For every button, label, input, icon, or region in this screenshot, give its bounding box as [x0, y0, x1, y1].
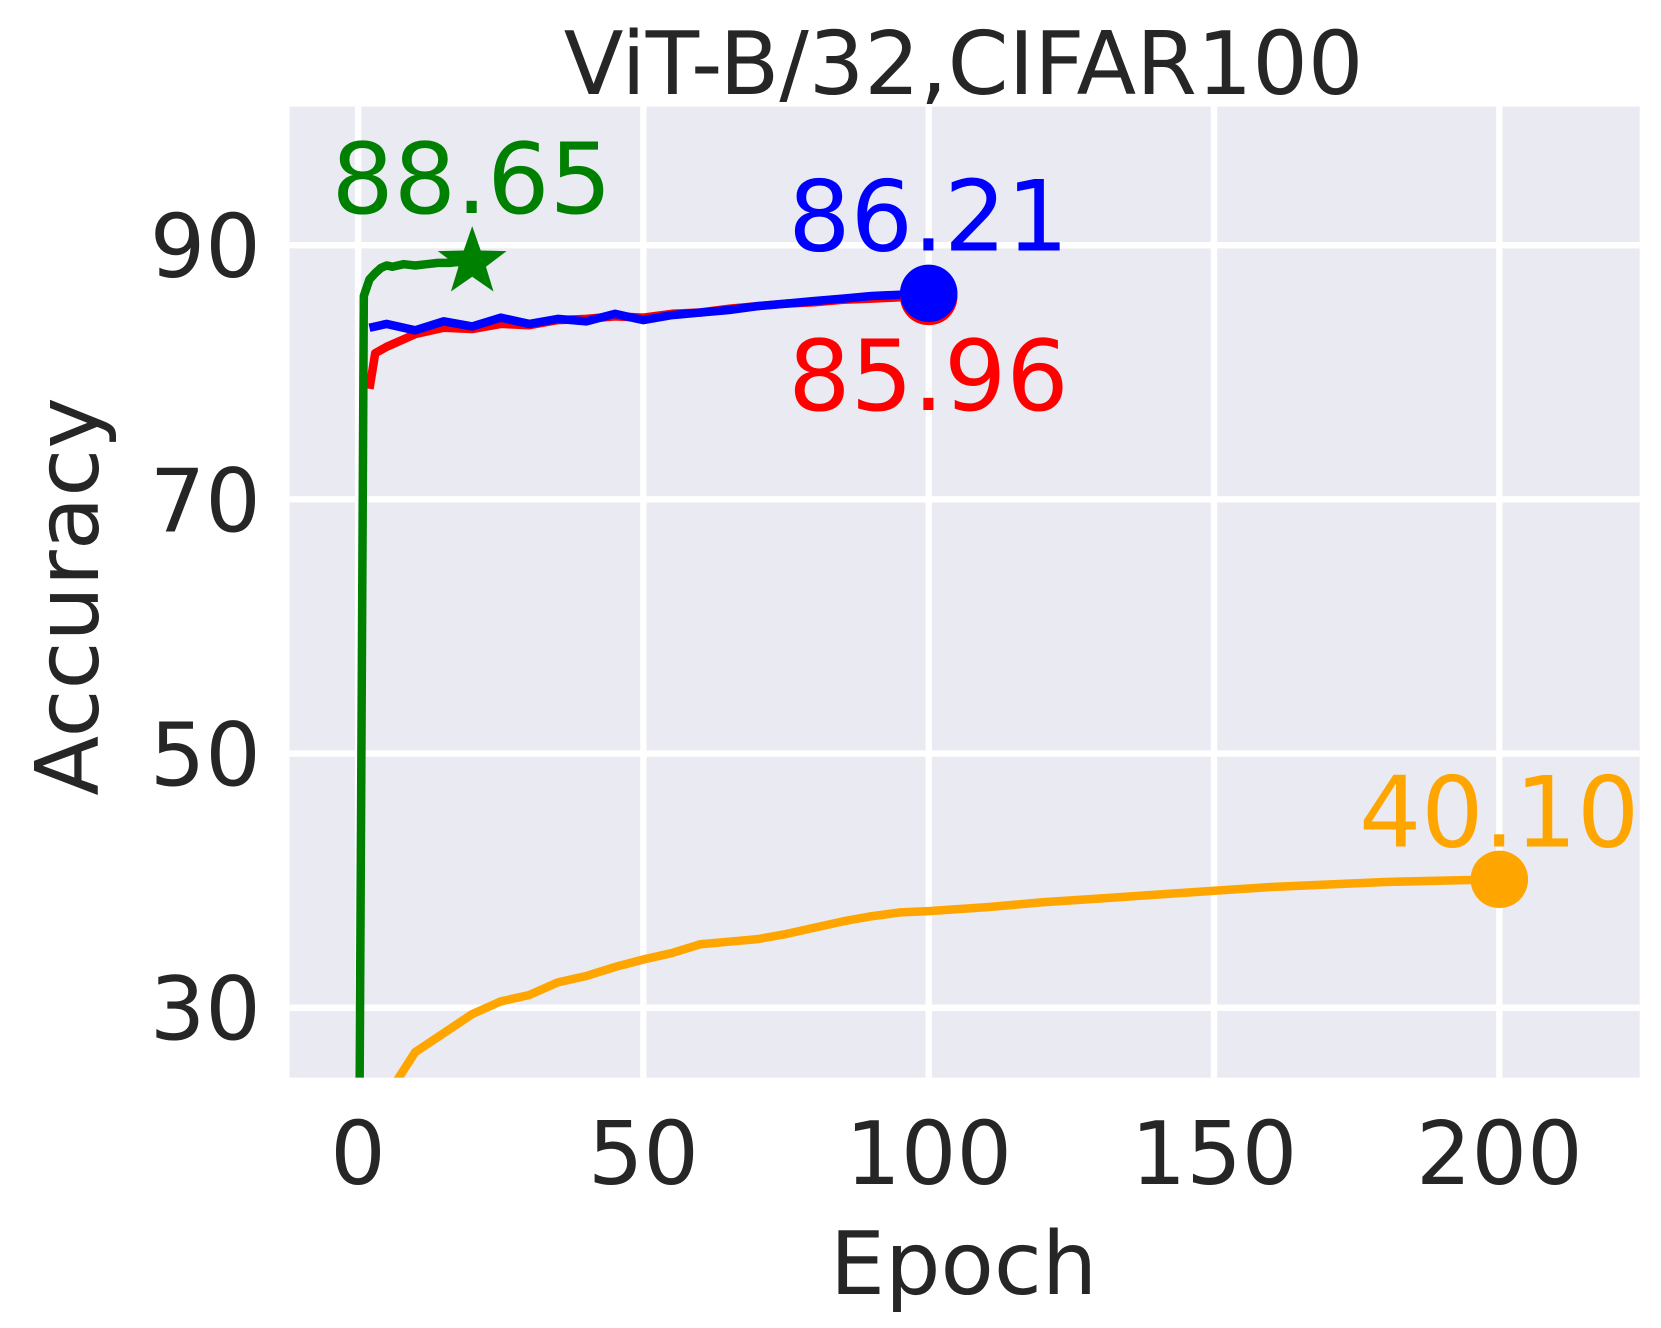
end-marker: [1470, 850, 1529, 909]
x-tick-label: 100: [845, 1103, 1012, 1205]
x-tick-label: 50: [588, 1103, 699, 1205]
y-tick-label: 30: [150, 959, 261, 1061]
chart-title: ViT-B/32,CIFAR100: [564, 13, 1364, 115]
plot-background: [289, 106, 1640, 1078]
x-tick-label: 0: [330, 1103, 386, 1205]
series-line: [393, 875, 1500, 1078]
series-line: [368, 289, 929, 335]
y-tick-label: 90: [150, 196, 261, 298]
end-marker: [899, 264, 958, 323]
y-axis-label: Accuracy: [17, 397, 119, 796]
end-label: 86.21: [788, 160, 1068, 274]
x-axis-label: Epoch: [830, 1213, 1097, 1315]
end-marker: [437, 226, 507, 292]
end-label: 85.96: [788, 320, 1068, 434]
x-tick-label: 200: [1416, 1103, 1583, 1205]
y-tick-label: 50: [150, 704, 261, 806]
series-line: [355, 257, 473, 1078]
x-tick-label: 150: [1131, 1103, 1298, 1205]
end-label: 40.10: [1359, 757, 1639, 871]
y-tick-label: 70: [150, 450, 261, 552]
end-label: 88.65: [331, 123, 611, 237]
